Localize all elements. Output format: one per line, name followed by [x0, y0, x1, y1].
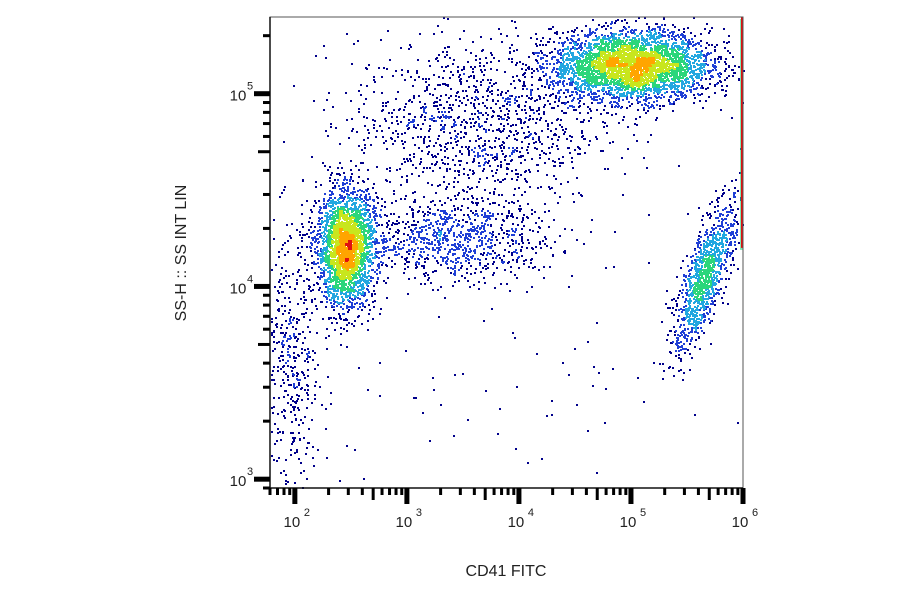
- edge-accumulation: [740, 16, 743, 250]
- y-axis-ticks: [254, 34, 270, 490]
- scatter-points: [271, 17, 745, 489]
- x-axis-ticks: [268, 488, 746, 504]
- x-axis-title: CD41 FITC: [466, 563, 547, 580]
- y-axis-title: SS-H :: SS INT LIN: [173, 185, 190, 322]
